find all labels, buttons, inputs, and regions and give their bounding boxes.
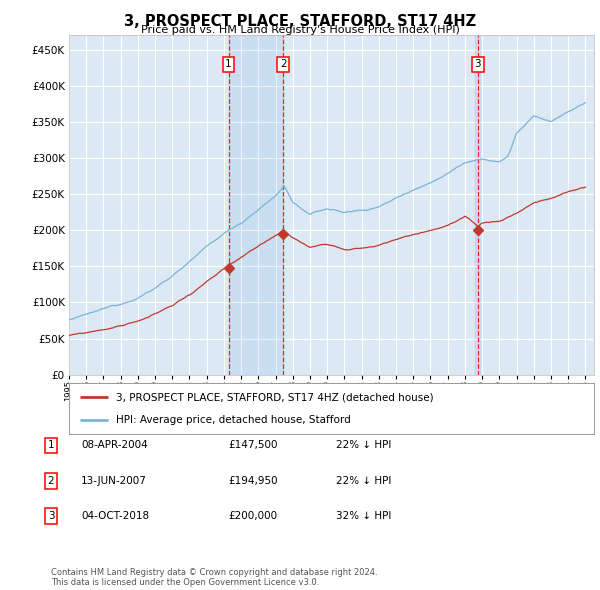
Text: 04-OCT-2018: 04-OCT-2018	[81, 512, 149, 521]
Text: 13-JUN-2007: 13-JUN-2007	[81, 476, 147, 486]
Text: Price paid vs. HM Land Registry's House Price Index (HPI): Price paid vs. HM Land Registry's House …	[140, 25, 460, 35]
Bar	[229, 35, 283, 375]
Text: Contains HM Land Registry data © Crown copyright and database right 2024.
This d: Contains HM Land Registry data © Crown c…	[51, 568, 377, 587]
Text: 08-APR-2004: 08-APR-2004	[81, 441, 148, 450]
Text: 3: 3	[475, 59, 481, 69]
Text: 3, PROSPECT PLACE, STAFFORD, ST17 4HZ (detached house): 3, PROSPECT PLACE, STAFFORD, ST17 4HZ (d…	[116, 392, 434, 402]
Text: £194,950: £194,950	[228, 476, 278, 486]
Text: 2: 2	[47, 476, 55, 486]
Text: HPI: Average price, detached house, Stafford: HPI: Average price, detached house, Staf…	[116, 415, 351, 425]
Text: 3, PROSPECT PLACE, STAFFORD, ST17 4HZ: 3, PROSPECT PLACE, STAFFORD, ST17 4HZ	[124, 14, 476, 28]
Text: 2: 2	[280, 59, 287, 69]
Text: 3: 3	[47, 512, 55, 521]
Text: 22% ↓ HPI: 22% ↓ HPI	[336, 441, 391, 450]
Text: 32% ↓ HPI: 32% ↓ HPI	[336, 512, 391, 521]
Text: 1: 1	[225, 59, 232, 69]
Text: 1: 1	[47, 441, 55, 450]
Text: £147,500: £147,500	[228, 441, 277, 450]
Bar	[475, 35, 481, 375]
Text: £200,000: £200,000	[228, 512, 277, 521]
Text: 22% ↓ HPI: 22% ↓ HPI	[336, 476, 391, 486]
